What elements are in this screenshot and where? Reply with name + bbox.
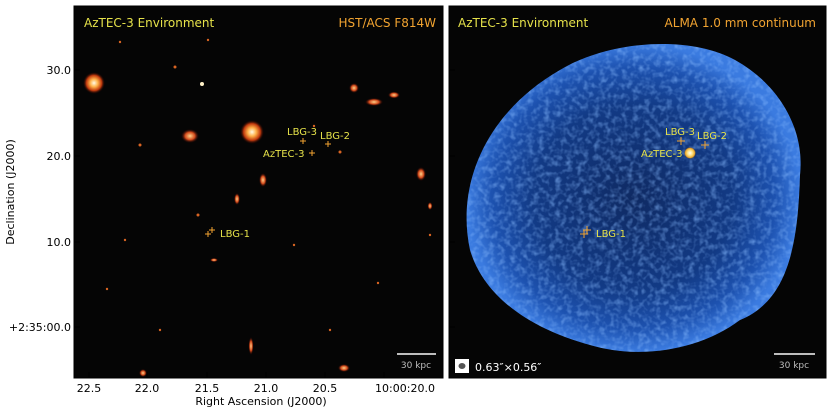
galaxy — [416, 167, 426, 181]
bright-star — [83, 72, 105, 94]
left-label-lbg3: LBG-3 — [287, 127, 317, 138]
x-tick-label: 20.5 — [313, 382, 338, 395]
faint-source — [105, 287, 109, 291]
right-label-aztec3: AzTEC-3 — [641, 149, 682, 160]
right-scale-bar-label: 30 kpc — [779, 361, 809, 371]
y-tick-label: 30.0 — [47, 64, 72, 77]
x-tick-label: 22.5 — [77, 382, 102, 395]
x-tick-label: 21.5 — [195, 382, 220, 395]
left-scale-bar-label: 30 kpc — [401, 361, 431, 371]
x-axis-label: Right Ascension (J2000) — [195, 395, 326, 408]
left-label-lbg1: LBG-1 — [220, 229, 250, 240]
y-tick-label: 20.0 — [47, 150, 72, 163]
faint-source — [338, 150, 342, 154]
x-tick-label: 22.0 — [135, 382, 160, 395]
marker-lbg3 — [677, 137, 685, 145]
right-label-lbg1: LBG-1 — [596, 229, 626, 240]
marker-lbg1a — [205, 231, 211, 237]
y-tick-label: 10.0 — [47, 236, 72, 249]
right-panel-frame — [448, 5, 827, 379]
faint-source — [328, 328, 332, 332]
faint-source — [292, 243, 296, 247]
faint-source — [206, 38, 210, 42]
beam-ellipse — [458, 363, 466, 369]
faint-source — [173, 65, 177, 69]
right-label-lbg2: LBG-2 — [697, 131, 727, 142]
marker-lbg1b — [583, 226, 591, 234]
left-source-markers — [205, 138, 331, 237]
right-source-markers — [580, 137, 709, 238]
faint-source — [428, 233, 432, 237]
faint-source — [118, 40, 122, 44]
y-axis: 30.0 20.0 10.0 +2:35:00.0 Declination (J… — [4, 64, 455, 334]
galaxy — [349, 83, 359, 93]
marker-lbg2 — [701, 141, 709, 149]
hst-sources-layer — [83, 38, 433, 377]
right-panel-alma: AzTEC-3 Environment ALMA 1.0 mm continuu… — [448, 5, 827, 379]
right-title: AzTEC-3 Environment — [458, 16, 588, 30]
galaxy — [427, 202, 433, 210]
marker-lbg3 — [300, 138, 306, 144]
bright-star — [240, 120, 264, 144]
beam-size-label: 0.63″×0.56″ — [475, 361, 541, 374]
right-label-lbg3: LBG-3 — [665, 127, 695, 138]
faint-source — [123, 238, 127, 242]
marker-aztec3 — [309, 150, 315, 156]
faint-source — [138, 143, 142, 147]
galaxy — [259, 173, 267, 187]
marker-lbg2 — [325, 141, 331, 147]
aztec3-emission — [684, 147, 696, 159]
left-panel-frame — [73, 5, 444, 379]
faint-source — [196, 213, 200, 217]
galaxy — [139, 369, 147, 377]
galaxy — [181, 129, 199, 143]
right-instrument: ALMA 1.0 mm continuum — [665, 16, 816, 30]
left-label-aztec3: AzTEC-3 — [263, 149, 304, 160]
x-tick-label: 21.0 — [254, 382, 279, 395]
left-title: AzTEC-3 Environment — [84, 16, 214, 30]
left-instrument: HST/ACS F814W — [339, 16, 437, 30]
faint-source — [312, 124, 316, 128]
faint-source — [158, 328, 162, 332]
galaxy — [338, 364, 350, 372]
galaxy — [210, 258, 218, 262]
y-axis-label: Declination (J2000) — [4, 139, 17, 245]
right-scale-bar: 30 kpc — [774, 353, 815, 371]
left-scale-bar: 30 kpc — [397, 353, 436, 371]
x-tick-label: 10:00:20.0 — [375, 382, 435, 395]
left-panel-image — [74, 6, 443, 378]
galaxy — [365, 98, 383, 106]
galaxy — [248, 337, 254, 355]
marker-lbg1b — [209, 227, 215, 233]
x-axis: 22.5 22.0 21.5 21.0 20.5 10:00:20.0 Righ… — [77, 372, 435, 408]
left-label-lbg2: LBG-2 — [320, 131, 350, 142]
left-panel-hst: AzTEC-3 Environment HST/ACS F814W LBG-3 … — [73, 5, 444, 379]
faint-source — [376, 281, 380, 285]
y-tick-label: +2:35:00.0 — [9, 321, 71, 334]
galaxy — [388, 91, 400, 99]
galaxy — [234, 193, 240, 205]
faint-source — [200, 82, 204, 86]
beam-indicator: 0.63″×0.56″ — [455, 359, 541, 374]
